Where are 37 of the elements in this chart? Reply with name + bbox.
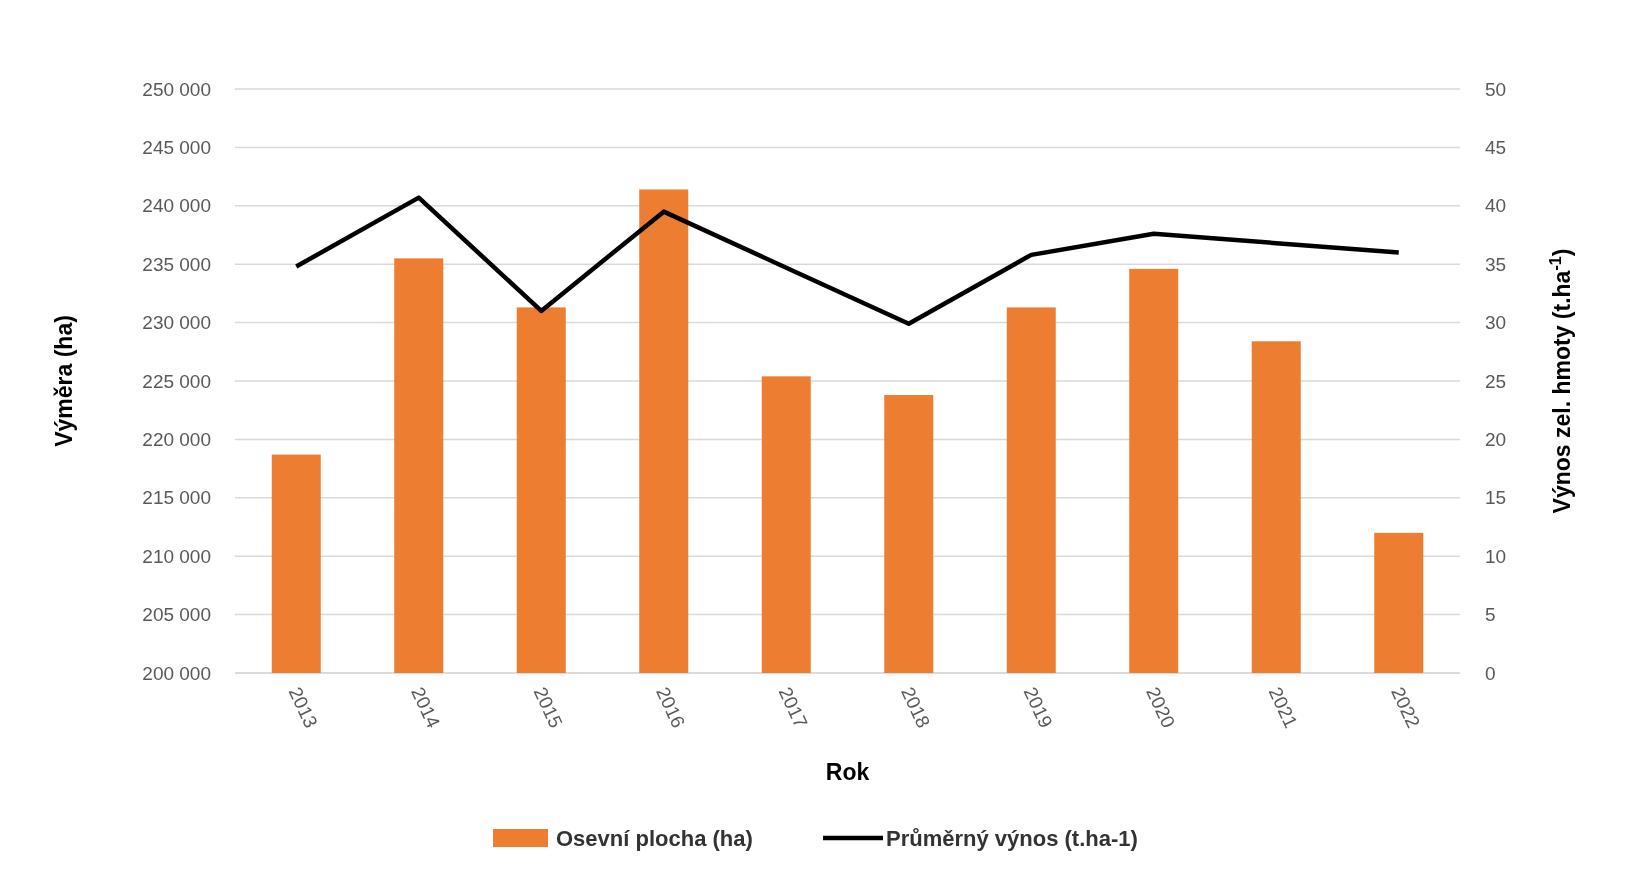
y2-tick-label: 30 [1485,312,1507,334]
x-tick-label: 2019 [1019,683,1057,732]
y-tick-label: 250 000 [142,78,211,100]
y2-tick-label: 40 [1485,195,1507,217]
x-tick-label: 2022 [1387,683,1425,732]
x-tick-label: 2020 [1142,683,1180,732]
y2-tick-label: 0 [1485,662,1496,684]
y2-tick-label: 20 [1485,429,1507,451]
y-tick-label: 240 000 [142,195,211,217]
x-axis-title: Rok [825,759,870,785]
y-tick-label: 215 000 [142,487,211,509]
y2-tick-label: 15 [1485,487,1507,509]
y2-tick-label: 5 [1485,604,1496,626]
x-tick-label: 2015 [529,683,567,732]
line-series [294,195,1401,327]
y2-tick-label: 45 [1485,137,1507,159]
y-tick-label: 225 000 [142,370,211,392]
y2-tick-label: 35 [1485,253,1507,275]
x-tick-label: 2018 [897,683,935,732]
y-tick-label: 220 000 [142,429,211,451]
y-tick-label: 205 000 [142,604,211,626]
y2-tick-label: 50 [1485,78,1507,100]
y-tick-label: 210 000 [142,545,211,567]
x-tick-label: 2021 [1264,683,1302,732]
y-axis-title: Výměra (ha) [51,315,77,447]
y-tick-label: 230 000 [142,312,211,334]
legend-label: Osevní plocha (ha) [556,825,753,851]
y-tick-label: 235 000 [142,253,211,275]
y-tick-label: 200 000 [142,662,211,684]
y2-tick-label: 10 [1485,545,1507,567]
x-tick-label: 2014 [407,683,445,732]
x-tick-label: 2017 [774,683,812,732]
x-tick-label: 2016 [652,683,690,732]
x-tick-label: 2013 [284,683,322,732]
y2-tick-label: 25 [1485,370,1507,392]
legend-label: Průměrný výnos (t.ha-1) [886,825,1138,851]
y-tick-label: 245 000 [142,137,211,159]
